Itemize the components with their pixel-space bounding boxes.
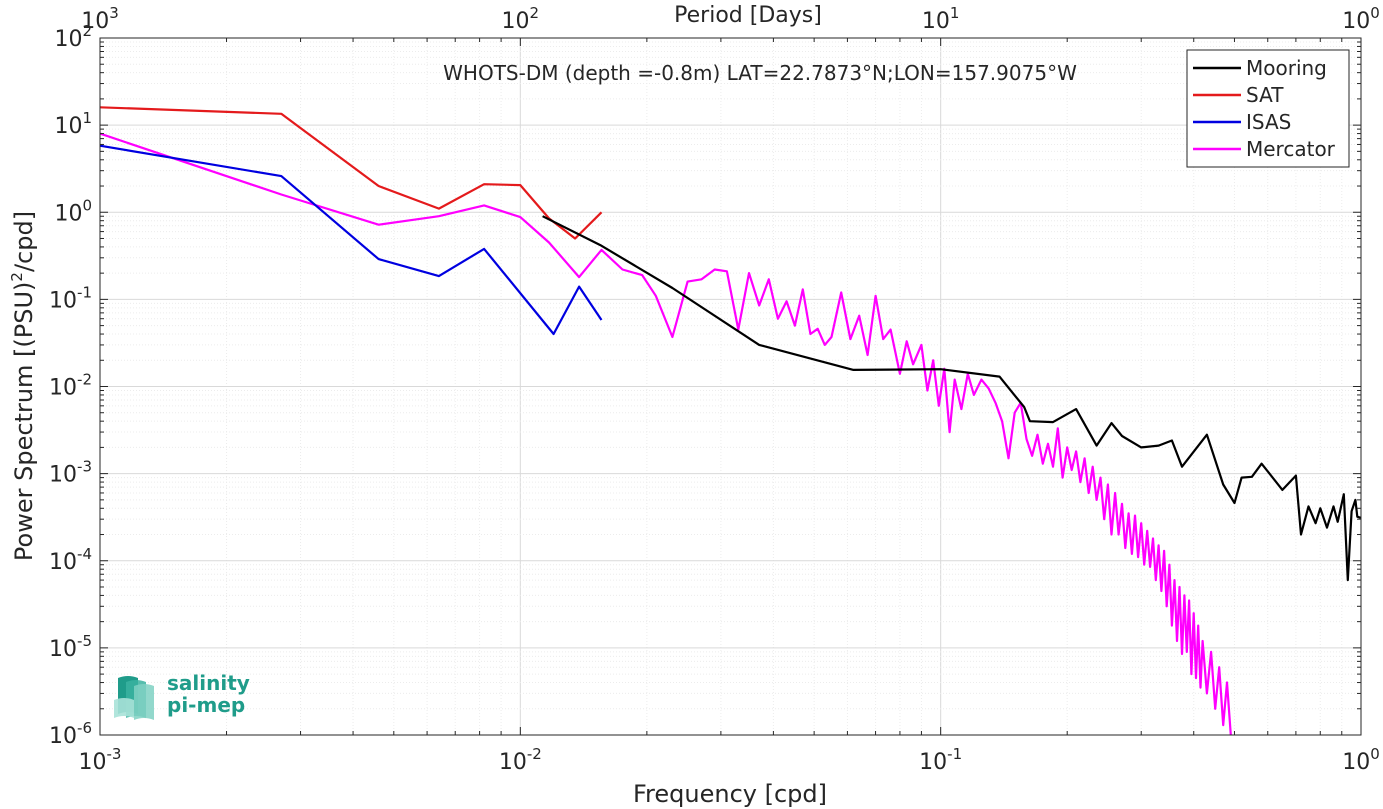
x-tick-label: 10-3 [79, 745, 122, 775]
y-axis-label-tail: /cpd] [10, 211, 38, 272]
x-axis-label: Frequency [cpd] [633, 780, 827, 808]
y-axis-label-superscript: 2 [8, 272, 26, 282]
y-tick-label: 10-1 [49, 283, 92, 313]
series-line-mooring [542, 215, 1362, 582]
series-line-isas [99, 144, 603, 336]
logo-text-line2: pi-mep [167, 693, 246, 717]
x-tick-label: 10-1 [919, 745, 962, 775]
logo-text-line1: salinity [167, 671, 250, 695]
legend: Mooring SAT ISAS Mercator [1186, 49, 1350, 168]
top-x-tick-label: 100 [1342, 4, 1380, 34]
series-line-sat [99, 106, 603, 240]
top-x-tick-label: 102 [502, 4, 540, 34]
y-tick-label: 10-3 [49, 458, 92, 488]
top-axis-label: Period [Days] [674, 3, 822, 28]
y-tick-label: 101 [54, 109, 92, 139]
wave-logo-icon [114, 676, 154, 720]
series-line-mercator [99, 132, 1232, 736]
x-tick-label: 10-2 [499, 745, 542, 775]
legend-label-mooring: Mooring [1246, 56, 1327, 80]
y-tick-label: 102 [54, 22, 92, 52]
series-lines [99, 106, 1362, 736]
y-tick-label: 10-6 [49, 719, 92, 749]
legend-label-sat: SAT [1246, 83, 1284, 107]
grid-lines [99, 38, 1361, 736]
y-tick-label: 10-2 [49, 371, 92, 401]
y-tick-label: 10-5 [49, 632, 92, 662]
y-tick-label: 10-4 [49, 545, 92, 575]
legend-label-mercator: Mercator [1246, 137, 1336, 161]
top-x-tick-label: 103 [81, 4, 119, 34]
y-axis-label: Power Spectrum [(PSU)2/cpd] [8, 211, 38, 561]
x-tick-label: 100 [1342, 745, 1380, 775]
chart-title: WHOTS-DM (depth =-0.8m) LAT=22.7873°N;LO… [443, 61, 1077, 85]
top-x-tick-label: 101 [922, 4, 960, 34]
y-axis-label-main: Power Spectrum [(PSU) [10, 282, 38, 561]
y-tick-label: 100 [54, 196, 92, 226]
legend-box [1186, 49, 1350, 168]
salinity-pi-mep-logo: salinity pi-mep [112, 670, 252, 725]
legend-label-isas: ISAS [1246, 110, 1291, 134]
